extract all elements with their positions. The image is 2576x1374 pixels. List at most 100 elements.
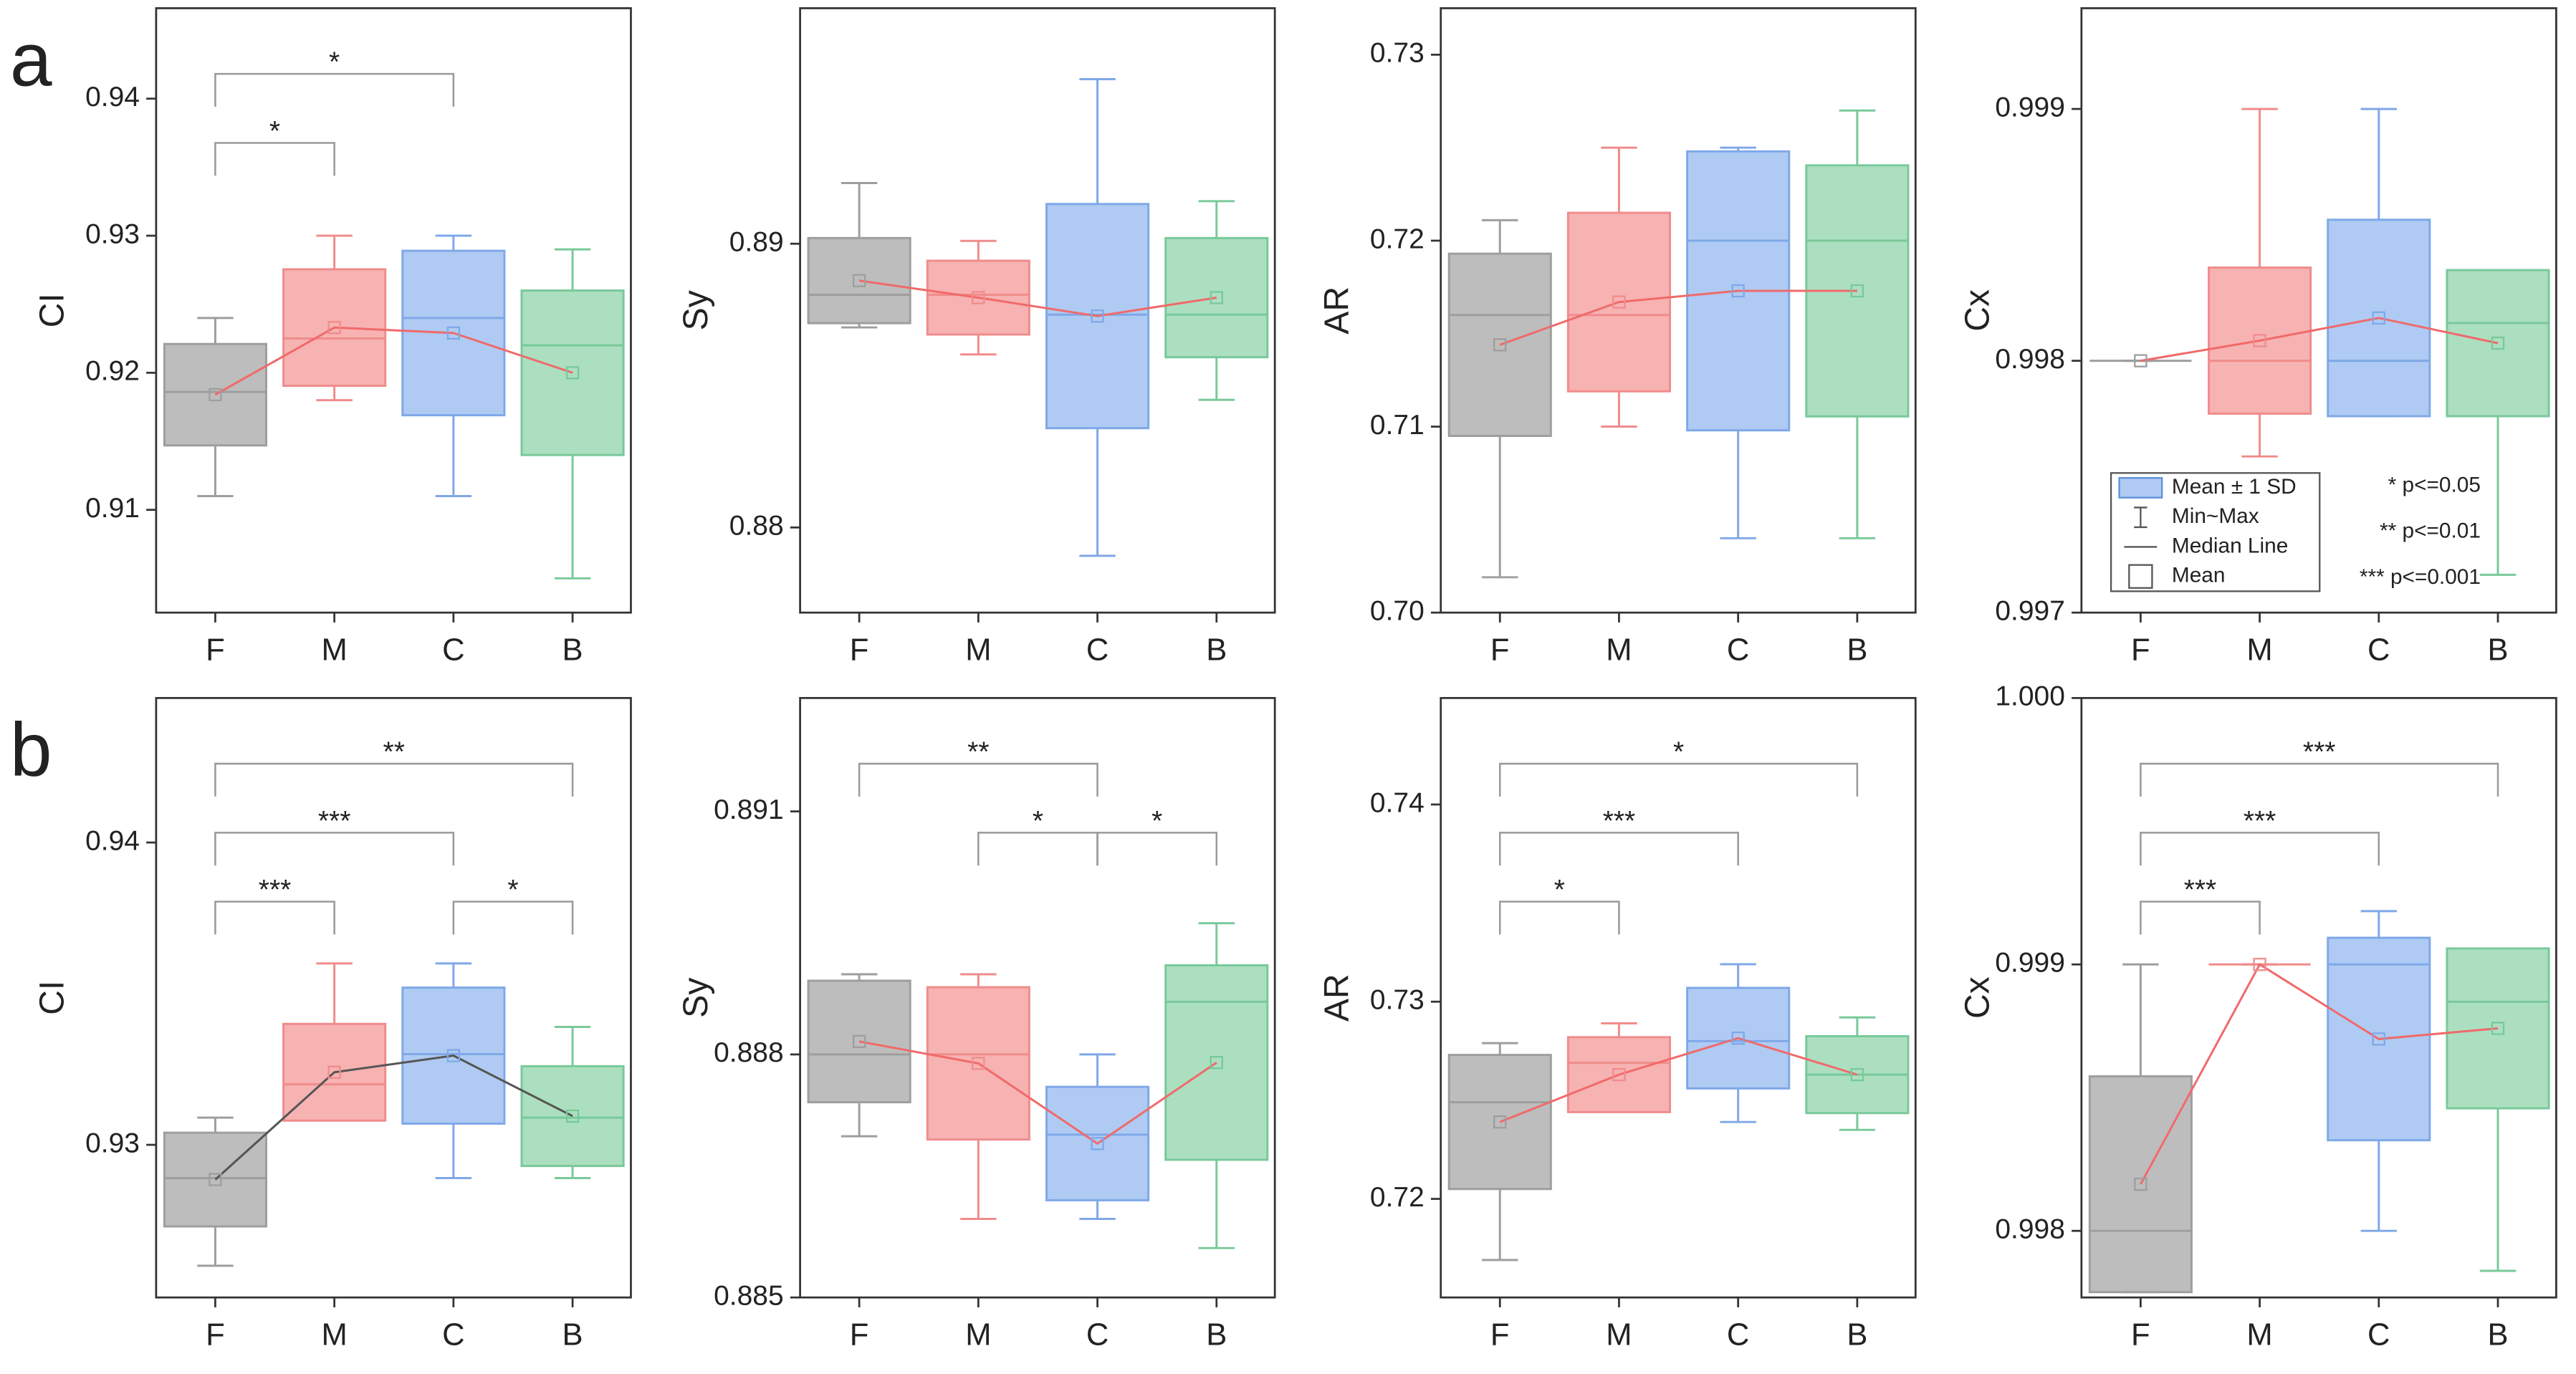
mean-marker (1091, 309, 1104, 323)
y-tick-label: 0.888 (714, 1037, 784, 1068)
x-tick-label: B (1206, 1318, 1227, 1353)
y-tick-label: 0.73 (1370, 985, 1425, 1016)
mean-marker (327, 1065, 341, 1079)
significance-label: *** (2244, 806, 2276, 837)
mean-marker (2253, 958, 2266, 971)
significance-label: * (329, 47, 340, 78)
mean-line (214, 1054, 573, 1181)
mean-line (1499, 1037, 1858, 1123)
box (1447, 1054, 1552, 1191)
y-axis-label: CI (32, 981, 71, 1015)
mean-marker (1612, 1067, 1626, 1082)
box (1686, 986, 1791, 1090)
y-tick-label: 0.93 (85, 1128, 140, 1158)
box (2446, 947, 2550, 1110)
x-tick-label: B (2487, 1318, 2508, 1353)
x-tick-label: M (1606, 1318, 1632, 1353)
mean-marker (1210, 1056, 1223, 1070)
significance-label: * (1554, 875, 1565, 905)
x-tick-label: M (321, 1318, 347, 1353)
x-tick-label: M (965, 633, 991, 668)
legend-icon (2128, 564, 2153, 589)
panel-label: b (10, 708, 52, 792)
mean-marker (2372, 311, 2385, 325)
y-tick-label: 0.72 (1370, 1182, 1425, 1213)
significance-bracket (1498, 900, 1620, 935)
significance-label: *** (1603, 806, 1636, 837)
x-tick-label: F (1490, 1318, 1510, 1353)
mean-marker (446, 326, 461, 340)
box (282, 268, 387, 388)
box (1045, 1085, 1150, 1201)
y-axis-label: Cx (1958, 289, 1996, 332)
significance-bracket (1498, 832, 1739, 866)
y-tick-label: 0.89 (729, 227, 784, 258)
mean-marker (852, 1034, 866, 1048)
mean-marker (852, 274, 866, 287)
box (807, 236, 911, 325)
x-tick-label: M (965, 1318, 991, 1353)
significance-label: * (269, 116, 280, 147)
mean-marker (1850, 284, 1864, 298)
plot-frame (799, 696, 1276, 1299)
x-tick-label: C (2367, 633, 2390, 668)
y-tick-label: 0.997 (1995, 595, 2065, 626)
y-tick-label: 0.885 (714, 1280, 784, 1311)
significance-bracket (2140, 832, 2380, 866)
y-tick-label: 0.70 (1370, 595, 1425, 626)
mean-marker (565, 366, 580, 380)
x-tick-label: B (562, 633, 583, 668)
mean-marker (1493, 338, 1507, 352)
y-tick-label: 0.88 (729, 511, 784, 542)
significance-bracket (214, 72, 455, 107)
plot-frame (155, 696, 632, 1299)
x-tick-label: B (1847, 1318, 1867, 1353)
mean-marker (1493, 1115, 1507, 1129)
significance-label: * (1151, 806, 1162, 837)
significance-bracket (214, 832, 455, 866)
y-tick-label: 0.999 (1995, 948, 2065, 979)
mean-marker (1612, 295, 1626, 309)
note: * p<=0.05 (2388, 473, 2481, 496)
mean-marker (1850, 1067, 1864, 1082)
x-tick-label: B (562, 1318, 583, 1353)
significance-label: ** (383, 737, 405, 768)
significance-bracket (214, 142, 335, 176)
significance-bracket (2140, 900, 2261, 935)
note: *** p<=0.001 (2360, 565, 2481, 589)
box (807, 979, 911, 1104)
mean-line (858, 279, 1217, 317)
y-tick-label: 0.999 (1995, 92, 2065, 122)
mean-marker (2134, 354, 2148, 367)
box (1566, 211, 1672, 393)
x-tick-label: F (850, 633, 869, 668)
mean-line (2140, 963, 2499, 1185)
legend-icon (2118, 477, 2163, 499)
x-tick-label: C (2367, 1318, 2390, 1353)
mean-marker (1091, 1137, 1104, 1150)
significance-label: *** (318, 806, 350, 837)
x-tick-label: F (2131, 1318, 2150, 1353)
x-tick-label: F (206, 633, 225, 668)
y-axis-label: Sy (676, 290, 715, 330)
x-tick-label: C (442, 1318, 464, 1353)
x-tick-label: M (1606, 633, 1632, 668)
plot-frame (2080, 7, 2557, 614)
y-tick-label: 0.72 (1370, 224, 1425, 254)
significance-bracket (1096, 832, 1218, 866)
y-tick-label: 0.91 (85, 493, 140, 524)
mean-line (858, 1040, 1217, 1145)
mean-line (1499, 289, 1857, 346)
plot-frame (155, 7, 632, 614)
x-tick-label: B (1847, 633, 1867, 668)
x-tick-label: B (1206, 633, 1227, 668)
mean-line (2140, 317, 2499, 362)
y-axis-label: Cx (1958, 976, 1996, 1019)
y-tick-label: 1.000 (1995, 681, 2065, 712)
mean-marker (446, 1049, 461, 1062)
mean-marker (327, 321, 341, 335)
y-tick-label: 0.71 (1370, 410, 1425, 441)
mean-marker (972, 1057, 985, 1070)
x-tick-label: C (1727, 633, 1749, 668)
